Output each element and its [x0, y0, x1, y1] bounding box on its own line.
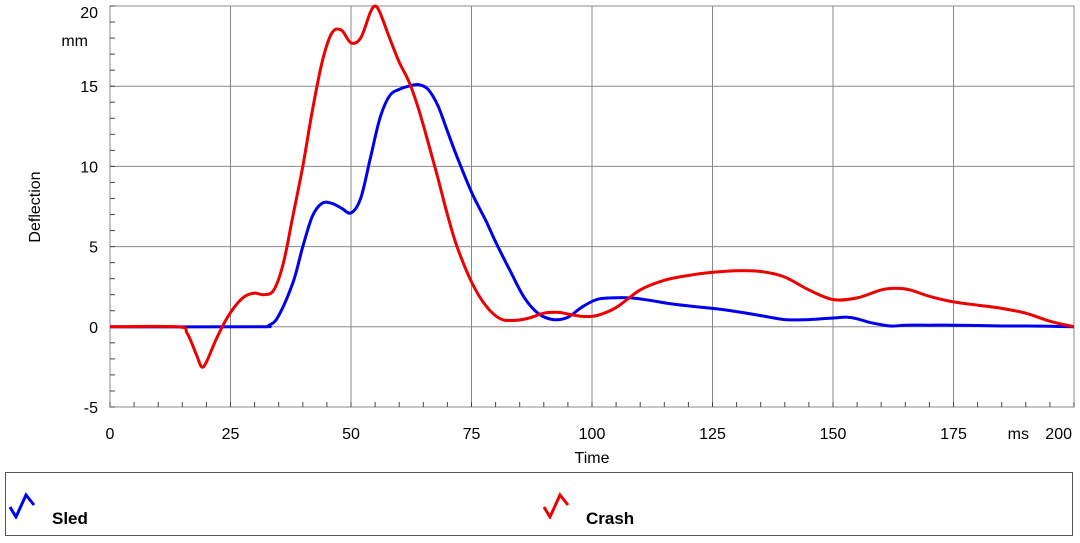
x-tick-label: 25 [222, 426, 240, 443]
x-tick-label: 175 [940, 426, 967, 443]
x-unit-label: ms [1008, 426, 1029, 443]
y-unit-label: mm [61, 33, 88, 50]
x-tick-label: 125 [699, 426, 726, 443]
crash-swatch-icon [542, 492, 570, 519]
x-tick-label: 150 [820, 426, 847, 443]
y-tick-label: 15 [80, 79, 98, 96]
y-tick-label: 20 [80, 5, 98, 22]
y-tick-label: 10 [80, 159, 98, 176]
minor-ticks [109, 5, 1075, 408]
y-axis-title: Deflection [27, 171, 44, 242]
x-tick-label: 50 [342, 426, 360, 443]
series-line-sled [109, 82, 1075, 329]
x-tick-label: 200 [1045, 426, 1072, 443]
legend: Sled Crash [5, 472, 1073, 536]
x-tick-label: 100 [579, 426, 606, 443]
x-tick-label: 75 [463, 426, 481, 443]
legend-label-crash: Crash [586, 509, 635, 528]
y-tick-label: 5 [89, 240, 98, 257]
series-lines [109, 4, 1075, 369]
y-tick-label: -5 [84, 400, 98, 417]
series-line-crash [109, 4, 1075, 369]
x-axis-title: Time [575, 450, 610, 467]
x-tick-label: 0 [106, 426, 115, 443]
legend-label-sled: Sled [52, 509, 88, 528]
y-tick-label: 0 [89, 320, 98, 337]
sled-swatch-icon [8, 492, 36, 519]
x-tick-labels: 0 25 50 75 100 125 150 175 200 [106, 426, 1073, 443]
y-tick-labels: -5 0 5 10 15 20 [80, 5, 98, 417]
